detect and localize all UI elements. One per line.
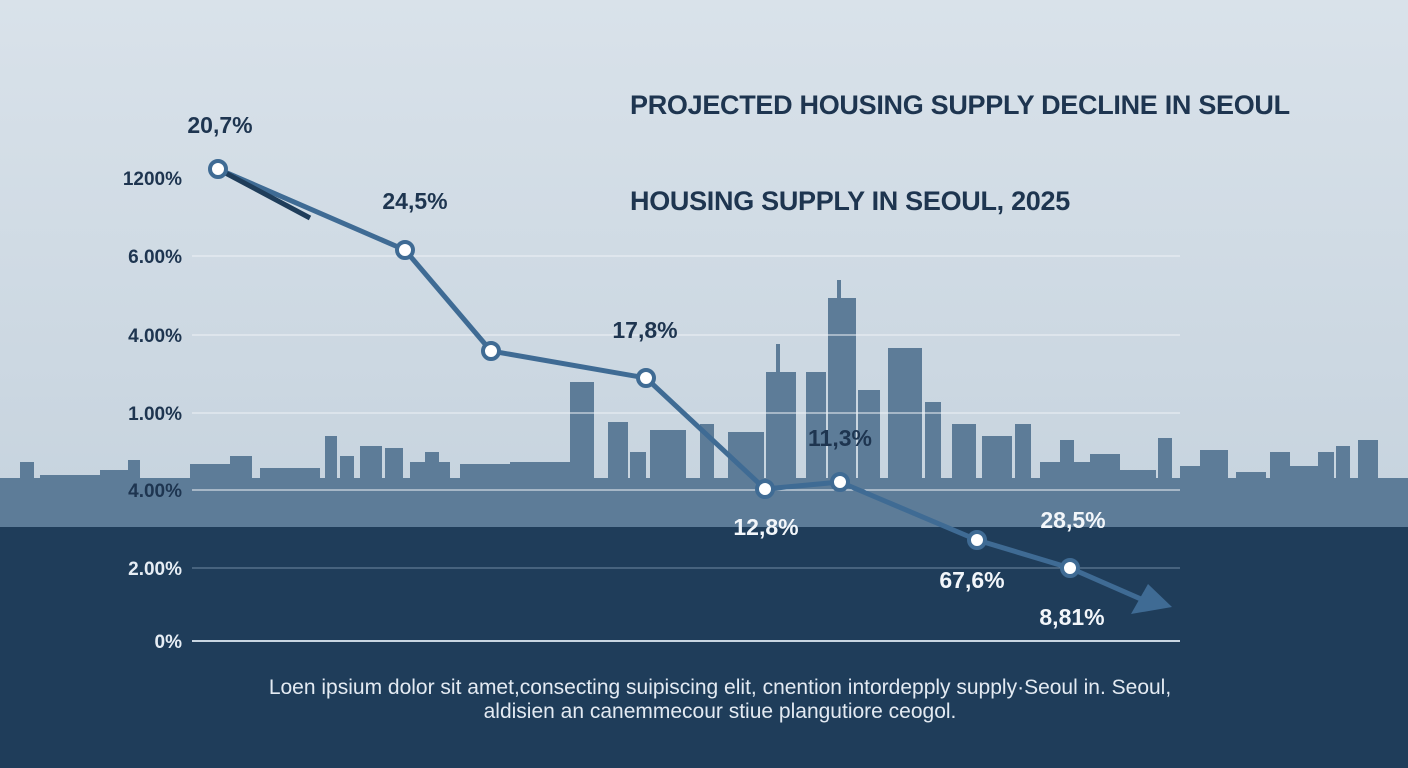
caption-line: Loen ipsium dolor sit amet,consecting su…: [269, 676, 1171, 699]
arrow-head: [1131, 584, 1172, 614]
y-axis-label: 1200%: [123, 169, 182, 190]
y-axis-label: 0%: [155, 632, 183, 653]
point-label: 67,6%: [939, 567, 1004, 593]
trend-accent: [216, 166, 312, 221]
ground-band: [0, 527, 1408, 768]
point-label: 24,5%: [382, 188, 447, 214]
data-point: [636, 368, 656, 388]
data-point: [208, 159, 228, 179]
y-axis-label: 4.00%: [128, 481, 182, 502]
y-axis-label: 6.00%: [128, 247, 182, 268]
data-point: [395, 240, 415, 260]
y-axis-label: 2.00%: [128, 559, 182, 580]
subtitle: HOUSING SUPPLY IN SEOUL, 2025: [630, 186, 1070, 216]
building: [776, 344, 780, 527]
data-point: [1060, 558, 1080, 578]
data-point: [967, 530, 987, 550]
data-point: [755, 479, 775, 499]
data-point: [830, 472, 850, 492]
point-label: 12,8%: [733, 514, 798, 540]
y-axis: 1200% 6.00% 4.00% 1.00% 4.00% 2.00% 0%: [123, 169, 1180, 653]
y-axis-label: 4.00%: [128, 326, 182, 347]
building: [837, 280, 841, 527]
caption-line: aldisien an canemmecour stiue plangutior…: [484, 700, 957, 723]
point-label: 8,81%: [1039, 604, 1104, 630]
y-axis-label: 1.00%: [128, 404, 182, 425]
point-label: 28,5%: [1040, 507, 1105, 533]
point-label: 20,7%: [187, 112, 252, 138]
point-label: 17,8%: [612, 317, 677, 343]
skyline: [0, 280, 1408, 527]
line-series: 20,7% 24,5% 17,8% 11,3% 12,8% 67,6% 28,5% 8,81%: [187, 112, 1172, 630]
skyline-base: [0, 478, 1408, 527]
title: PROJECTED HOUSING SUPPLY DECLINE IN SEOU…: [630, 90, 1290, 120]
point-label: 11,3%: [808, 425, 872, 451]
data-point: [481, 341, 501, 361]
